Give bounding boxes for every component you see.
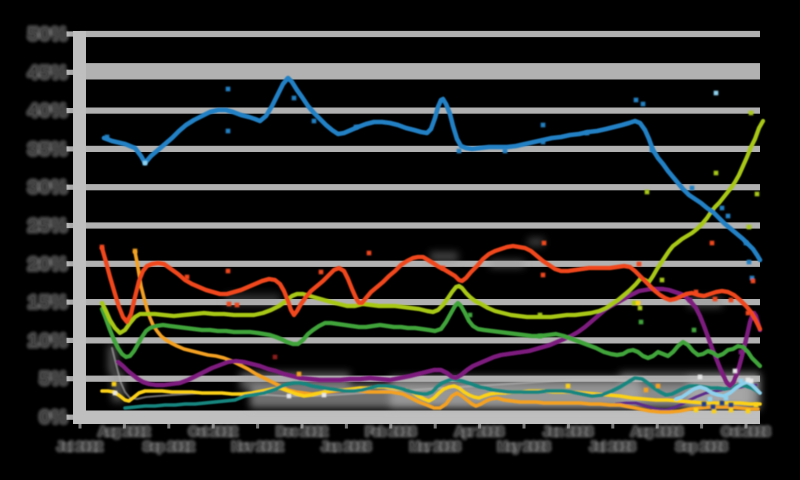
svg-text:15%: 15% [28,293,69,312]
svg-text:Jun 2023: Jun 2023 [544,425,594,439]
svg-text:Sep 2022: Sep 2022 [143,440,195,454]
svg-text:Aug 2022: Aug 2022 [99,425,151,439]
svg-text:Oct 2022: Oct 2022 [189,425,238,439]
svg-text:10%: 10% [28,331,69,350]
svg-text:Apr 2023: Apr 2023 [455,425,504,439]
svg-text:30%: 30% [28,178,69,197]
svg-text:Mar 2023: Mar 2023 [410,440,461,454]
svg-text:25%: 25% [28,216,69,235]
svg-text:Oct 2023: Oct 2023 [722,425,771,439]
svg-text:Feb 2023: Feb 2023 [365,425,416,439]
svg-text:Sep 2023: Sep 2023 [676,440,728,454]
svg-text:Jul 2023: Jul 2023 [590,440,636,454]
svg-text:Nov 2022: Nov 2022 [232,440,284,454]
svg-text:Jul 2022: Jul 2022 [57,440,103,454]
svg-text:20%: 20% [28,254,69,273]
svg-text:0%: 0% [40,408,69,427]
svg-text:40%: 40% [28,101,69,120]
svg-text:Dec 2022: Dec 2022 [276,425,328,439]
svg-text:May 2023: May 2023 [498,440,551,454]
svg-text:35%: 35% [28,139,69,158]
svg-text:Aug 2023: Aug 2023 [632,425,684,439]
svg-text:Jan 2023: Jan 2023 [322,440,372,454]
svg-text:5%: 5% [40,369,69,388]
svg-text:50%: 50% [28,25,69,44]
svg-text:45%: 45% [28,63,69,82]
